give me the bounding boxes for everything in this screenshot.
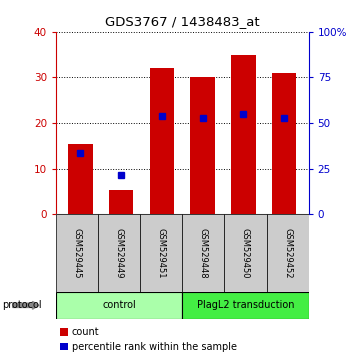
Text: percentile rank within the sample: percentile rank within the sample <box>72 342 237 352</box>
Bar <box>56 214 98 292</box>
Text: control: control <box>102 300 136 310</box>
Bar <box>68 143 93 214</box>
Bar <box>182 214 225 292</box>
Text: GSM529448: GSM529448 <box>199 228 208 279</box>
Bar <box>140 214 182 292</box>
Bar <box>266 214 309 292</box>
Bar <box>182 292 309 319</box>
Bar <box>56 292 182 319</box>
Text: GSM529451: GSM529451 <box>157 228 166 278</box>
Text: GSM529449: GSM529449 <box>115 228 123 278</box>
Bar <box>191 78 215 214</box>
Bar <box>272 73 296 214</box>
Text: protocol: protocol <box>2 300 42 310</box>
Text: count: count <box>72 327 100 337</box>
Text: PlagL2 transduction: PlagL2 transduction <box>197 300 294 310</box>
Title: GDS3767 / 1438483_at: GDS3767 / 1438483_at <box>105 15 260 28</box>
Bar <box>150 68 174 214</box>
Bar <box>231 55 256 214</box>
Text: GSM529450: GSM529450 <box>241 228 250 278</box>
Bar <box>109 190 134 214</box>
Text: GSM529445: GSM529445 <box>73 228 82 278</box>
Text: GSM529452: GSM529452 <box>283 228 292 278</box>
Bar <box>225 214 266 292</box>
Bar <box>98 214 140 292</box>
